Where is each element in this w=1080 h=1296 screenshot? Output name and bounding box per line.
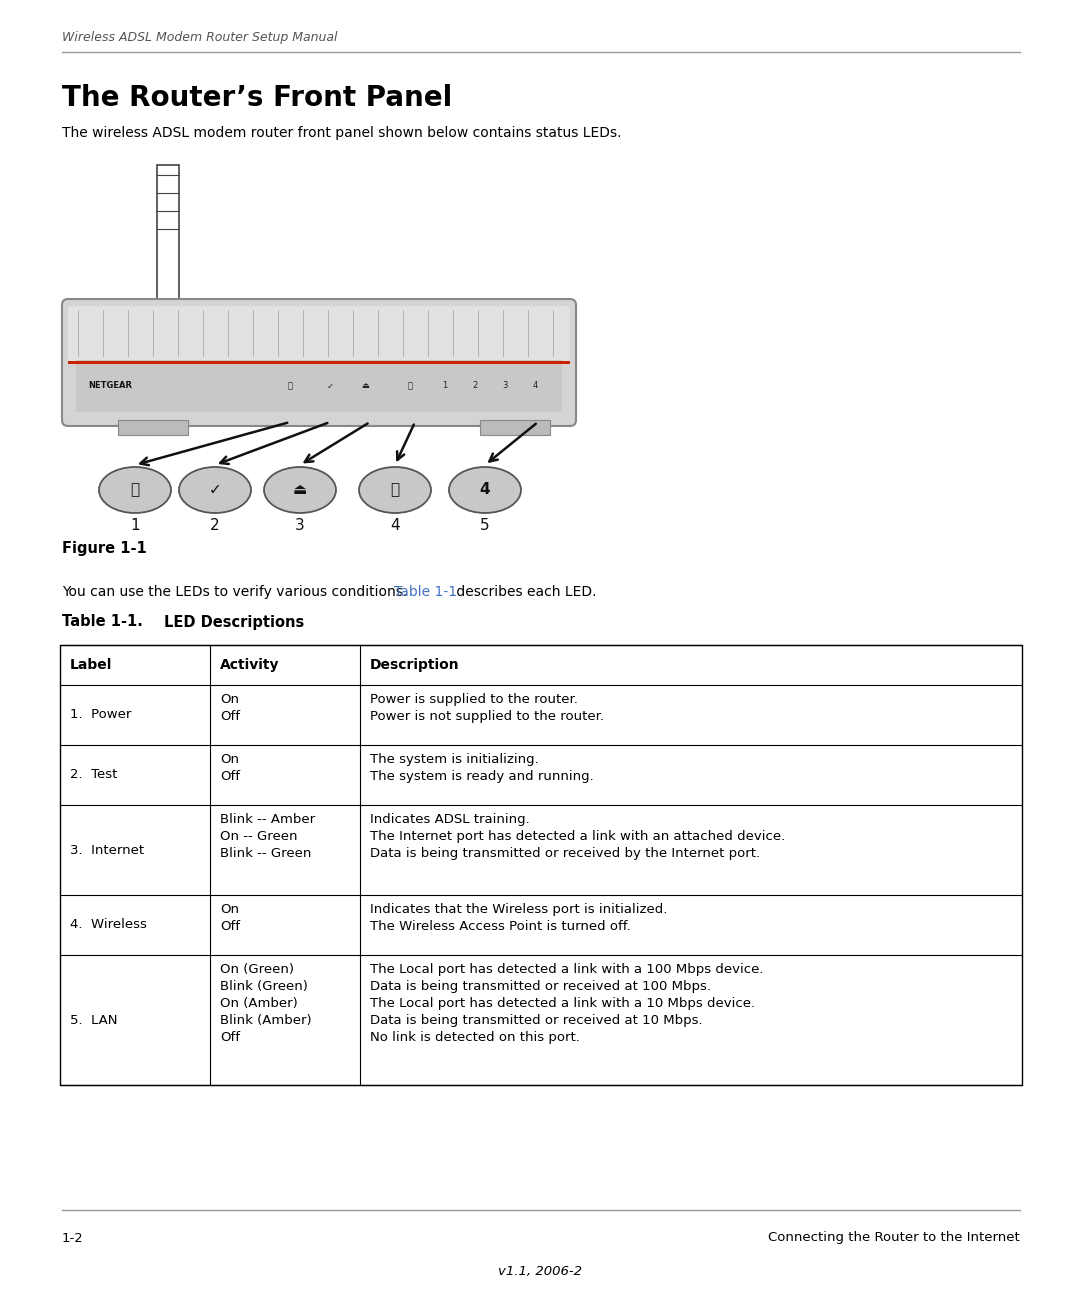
Text: ⏏: ⏏	[293, 482, 307, 498]
Text: 1: 1	[443, 381, 447, 390]
Text: Wireless ADSL Modem Router Setup Manual: Wireless ADSL Modem Router Setup Manual	[62, 31, 337, 44]
Text: 4.  Wireless: 4. Wireless	[70, 919, 147, 932]
Text: Indicates ADSL training.: Indicates ADSL training.	[370, 813, 530, 826]
Text: Figure 1-1: Figure 1-1	[62, 540, 147, 556]
Text: The Local port has detected a link with a 100 Mbps device.: The Local port has detected a link with …	[370, 963, 764, 976]
Text: ⏏: ⏏	[361, 381, 369, 390]
Text: Off: Off	[220, 920, 240, 933]
Bar	[118, 420, 188, 435]
Text: On -- Green: On -- Green	[220, 829, 297, 842]
Text: The Wireless Access Point is turned off.: The Wireless Access Point is turned off.	[370, 920, 631, 933]
Text: 1-2: 1-2	[62, 1231, 84, 1244]
Text: 2.  Test: 2. Test	[70, 769, 118, 781]
Bar	[157, 165, 179, 305]
Text: ⦿: ⦿	[391, 482, 400, 498]
Text: 4: 4	[390, 518, 400, 534]
Text: 2: 2	[211, 518, 220, 534]
Text: On: On	[220, 903, 239, 916]
Text: 5.  LAN: 5. LAN	[70, 1013, 118, 1026]
Text: Power is not supplied to the router.: Power is not supplied to the router.	[370, 710, 604, 723]
Text: 1.  Power: 1. Power	[70, 709, 132, 722]
Text: Indicates that the Wireless port is initialized.: Indicates that the Wireless port is init…	[370, 903, 667, 916]
Text: On (Amber): On (Amber)	[220, 997, 298, 1010]
Text: Data is being transmitted or received at 10 Mbps.: Data is being transmitted or received at…	[370, 1013, 703, 1026]
Text: describes each LED.: describes each LED.	[453, 584, 596, 599]
Text: 2: 2	[472, 381, 477, 390]
Text: On: On	[220, 753, 239, 766]
Text: LED Descriptions: LED Descriptions	[164, 614, 305, 630]
Text: Blink -- Green: Blink -- Green	[220, 848, 311, 861]
Text: 4: 4	[480, 482, 490, 498]
FancyBboxPatch shape	[62, 299, 576, 426]
Text: 3: 3	[502, 381, 508, 390]
Text: 3.  Internet: 3. Internet	[70, 844, 144, 857]
FancyBboxPatch shape	[68, 306, 570, 364]
Text: ⏻: ⏻	[287, 381, 293, 390]
Text: Power is supplied to the router.: Power is supplied to the router.	[370, 693, 578, 706]
Text: 4: 4	[532, 381, 538, 390]
Text: On (Green): On (Green)	[220, 963, 294, 976]
Text: Description: Description	[370, 658, 460, 673]
Text: You can use the LEDs to verify various conditions.: You can use the LEDs to verify various c…	[62, 584, 411, 599]
Text: 3: 3	[295, 518, 305, 534]
Text: 1: 1	[131, 518, 139, 534]
Text: Data is being transmitted or received at 100 Mbps.: Data is being transmitted or received at…	[370, 980, 711, 993]
Text: The wireless ADSL modem router front panel shown below contains status LEDs.: The wireless ADSL modem router front pan…	[62, 126, 621, 140]
Text: Blink (Green): Blink (Green)	[220, 980, 308, 993]
Text: The Local port has detected a link with a 10 Mbps device.: The Local port has detected a link with …	[370, 997, 755, 1010]
Bar	[68, 362, 570, 364]
Text: The system is ready and running.: The system is ready and running.	[370, 770, 594, 783]
Text: v1.1, 2006-2: v1.1, 2006-2	[498, 1265, 582, 1278]
Text: Label: Label	[70, 658, 112, 673]
Text: Off: Off	[220, 770, 240, 783]
Text: ⏻: ⏻	[131, 482, 139, 498]
Text: Connecting the Router to the Internet: Connecting the Router to the Internet	[768, 1231, 1020, 1244]
Ellipse shape	[449, 467, 521, 513]
Text: Table 1-1.: Table 1-1.	[62, 614, 143, 630]
Text: No link is detected on this port.: No link is detected on this port.	[370, 1032, 580, 1045]
Text: Activity: Activity	[220, 658, 280, 673]
Text: Blink -- Amber: Blink -- Amber	[220, 813, 315, 826]
Ellipse shape	[264, 467, 336, 513]
Ellipse shape	[179, 467, 251, 513]
Text: The system is initializing.: The system is initializing.	[370, 753, 539, 766]
Text: ✓: ✓	[326, 381, 334, 390]
Bar	[480, 420, 550, 435]
Bar	[60, 645, 1022, 1085]
Ellipse shape	[359, 467, 431, 513]
Text: The Internet port has detected a link with an attached device.: The Internet port has detected a link wi…	[370, 829, 785, 842]
Text: On: On	[220, 693, 239, 706]
Ellipse shape	[99, 467, 171, 513]
Text: : 	[407, 381, 413, 390]
Text: Off: Off	[220, 1032, 240, 1045]
Text: Table 1-1: Table 1-1	[393, 584, 457, 599]
Text: Off: Off	[220, 710, 240, 723]
Bar	[76, 360, 562, 412]
Text: Data is being transmitted or received by the Internet port.: Data is being transmitted or received by…	[370, 848, 760, 861]
Text: The Router’s Front Panel: The Router’s Front Panel	[62, 84, 453, 111]
Text: ✓: ✓	[208, 482, 221, 498]
Text: 5: 5	[481, 518, 490, 534]
Text: NETGEAR: NETGEAR	[87, 381, 132, 390]
Text: Blink (Amber): Blink (Amber)	[220, 1013, 312, 1026]
